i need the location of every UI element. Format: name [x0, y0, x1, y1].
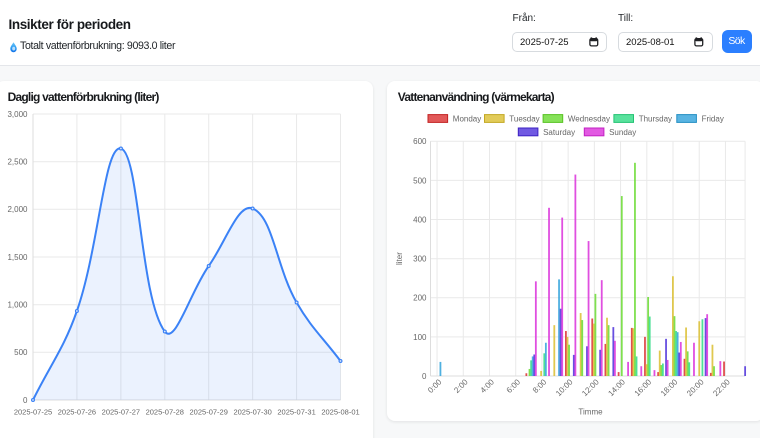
svg-text:Wednesday: Wednesday — [568, 114, 610, 123]
svg-text:500: 500 — [413, 176, 427, 185]
svg-text:1,500: 1,500 — [7, 253, 28, 262]
svg-text:600: 600 — [413, 137, 427, 146]
svg-text:2025-07-31: 2025-07-31 — [277, 408, 315, 417]
svg-text:1,000: 1,000 — [7, 301, 28, 310]
svg-text:2,000: 2,000 — [7, 205, 28, 214]
svg-text:2025-07-30: 2025-07-30 — [233, 408, 271, 417]
svg-text:Monday: Monday — [453, 114, 481, 123]
svg-text:6:00: 6:00 — [505, 377, 523, 395]
svg-text:Saturday: Saturday — [543, 128, 575, 137]
svg-text:0:00: 0:00 — [426, 377, 444, 395]
svg-text:2025-07-25: 2025-07-25 — [14, 408, 52, 417]
svg-text:300: 300 — [413, 255, 427, 264]
svg-text:Timme: Timme — [578, 408, 603, 417]
svg-text:8:00: 8:00 — [531, 377, 549, 395]
svg-text:2:00: 2:00 — [452, 377, 470, 395]
svg-text:2,500: 2,500 — [7, 158, 28, 167]
svg-text:400: 400 — [413, 215, 427, 224]
svg-text:liter: liter — [395, 252, 404, 265]
svg-text:2025-07-29: 2025-07-29 — [190, 408, 228, 417]
svg-text:22:00: 22:00 — [711, 377, 732, 398]
svg-text:2025-08-01: 2025-08-01 — [321, 408, 359, 417]
svg-text:3,000: 3,000 — [7, 110, 28, 119]
svg-text:Sunday: Sunday — [609, 128, 636, 137]
svg-text:0: 0 — [23, 396, 28, 405]
svg-text:2025-07-28: 2025-07-28 — [146, 408, 184, 417]
svg-text:Friday: Friday — [702, 114, 724, 123]
svg-text:14:00: 14:00 — [606, 377, 627, 398]
svg-text:Tuesday: Tuesday — [509, 114, 539, 123]
svg-text:500: 500 — [14, 348, 28, 357]
svg-text:12:00: 12:00 — [580, 377, 601, 398]
svg-text:Thursday: Thursday — [639, 114, 672, 123]
svg-text:100: 100 — [413, 333, 427, 342]
svg-text:10:00: 10:00 — [554, 377, 575, 398]
svg-text:16:00: 16:00 — [633, 377, 654, 398]
svg-text:4:00: 4:00 — [479, 377, 497, 395]
svg-text:20:00: 20:00 — [685, 377, 706, 398]
svg-text:2025-07-26: 2025-07-26 — [58, 408, 96, 417]
svg-text:18:00: 18:00 — [659, 377, 680, 398]
svg-text:0: 0 — [422, 372, 427, 381]
svg-text:200: 200 — [413, 294, 427, 303]
svg-text:2025-07-27: 2025-07-27 — [102, 408, 140, 417]
